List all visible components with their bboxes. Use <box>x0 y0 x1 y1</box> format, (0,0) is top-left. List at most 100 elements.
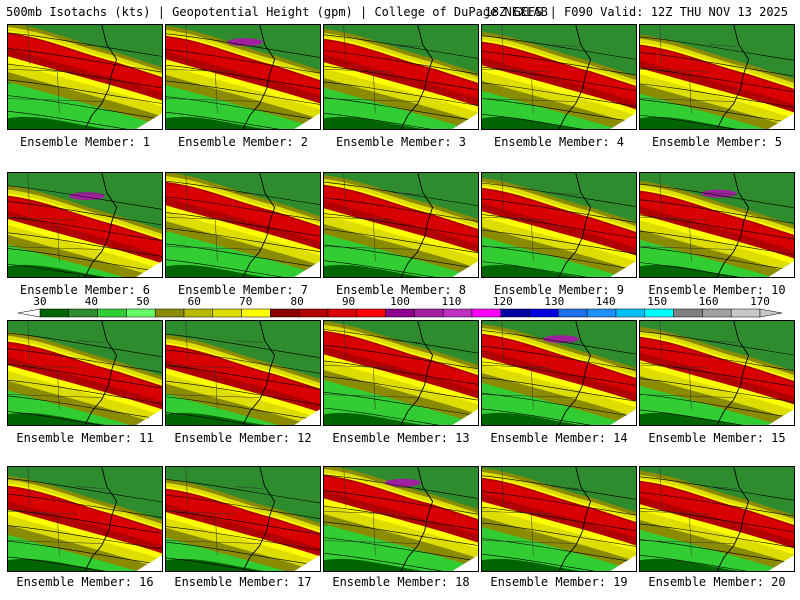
height-contour <box>482 345 636 371</box>
height-contour <box>8 509 162 534</box>
height-contour <box>482 554 596 571</box>
jet-core-inner <box>8 343 162 402</box>
state-borders <box>482 173 579 262</box>
ensemble-map-panel <box>7 320 163 426</box>
coastline <box>558 467 592 571</box>
height-contour <box>8 525 162 550</box>
colorbar-swatch <box>241 308 271 318</box>
height-contour <box>166 33 320 58</box>
height-contour <box>482 408 592 425</box>
isotach-map <box>8 467 162 571</box>
ocean-area <box>768 409 794 425</box>
ensemble-map-panel <box>481 320 637 426</box>
colorbar-swatch <box>414 308 444 318</box>
height-contour <box>324 407 440 425</box>
ensemble-map-panel <box>165 466 321 572</box>
height-contour <box>640 83 794 108</box>
coastline <box>716 467 750 571</box>
coastline <box>84 467 118 571</box>
state-borders <box>8 321 105 410</box>
colorbar-swatch <box>356 308 386 318</box>
height-contour <box>640 183 794 208</box>
isotach-map <box>166 321 320 425</box>
coastline <box>84 173 118 277</box>
height-contour <box>166 396 320 421</box>
height-contour <box>640 507 794 533</box>
jet-max-purple <box>385 478 421 487</box>
height-contour <box>324 505 478 531</box>
height-contour <box>482 35 636 60</box>
ensemble-member-label: Ensemble Member: 15 <box>648 431 786 445</box>
isotach-map <box>324 321 478 425</box>
colorbar-swatch <box>68 308 98 318</box>
ensemble-map-panel <box>639 24 795 130</box>
calm-wind-area <box>482 412 581 425</box>
height-contour <box>640 230 794 256</box>
jet-core-inner <box>8 487 162 546</box>
jet-core-inner <box>324 40 478 99</box>
height-contour <box>482 245 636 270</box>
height-contour <box>482 198 636 223</box>
isotach-map <box>324 25 478 129</box>
calm-wind-area <box>640 412 739 425</box>
calm-wind-area <box>166 264 265 277</box>
height-contour <box>166 96 320 121</box>
height-contour <box>8 332 162 357</box>
coastline <box>558 25 592 129</box>
ensemble-map-panel <box>481 24 637 130</box>
colorbar: 30 40 50 60 70 80 90 100 110 120 130 140 150 160 170 <box>0 296 800 320</box>
colorbar-swatch <box>97 308 127 318</box>
state-borders <box>8 467 105 556</box>
state-borders <box>8 173 105 262</box>
colorbar-swatch <box>442 308 473 318</box>
ensemble-map-panel <box>639 320 795 426</box>
colorbar-tick-label: 70 <box>239 295 253 308</box>
ocean-area <box>294 555 320 571</box>
height-contour <box>8 379 162 405</box>
isotach-map <box>8 173 162 277</box>
colorbar-tick-label: 100 <box>390 295 410 308</box>
ensemble-map-panel <box>165 24 321 130</box>
colorbar-swatch <box>673 308 703 318</box>
height-contour <box>166 227 320 253</box>
height-contour <box>8 95 162 120</box>
colorbar-swatch <box>529 308 559 318</box>
height-contour <box>166 510 320 535</box>
ocean-area <box>610 261 636 277</box>
colorbar-tick-label: 30 <box>33 295 47 308</box>
height-contour <box>324 113 432 129</box>
height-contour <box>640 331 794 356</box>
ensemble-map-panel <box>7 24 163 130</box>
colorbar-swatch <box>644 308 674 318</box>
state-borders <box>482 25 579 114</box>
ensemble-map-panel <box>7 172 163 278</box>
calm-wind-area <box>324 412 423 425</box>
height-contour <box>482 214 636 239</box>
colorbar-swatch <box>327 308 358 318</box>
height-contour <box>324 490 478 515</box>
height-contour <box>324 260 436 277</box>
colorbar-swatch <box>270 308 300 318</box>
height-contour <box>640 114 736 129</box>
coastline <box>716 25 750 129</box>
height-contour <box>324 474 478 499</box>
state-borders <box>166 25 263 114</box>
map-header: 500mb Isotachs (kts) | Geopotential Heig… <box>6 3 796 21</box>
jet-core-inner <box>482 479 636 538</box>
height-contour <box>640 555 748 571</box>
height-contour <box>8 364 162 389</box>
isotach-map <box>324 173 478 277</box>
colorbar-tick-label: 110 <box>441 295 462 308</box>
height-contour <box>324 81 478 106</box>
height-contour <box>482 98 636 123</box>
colorbar-tick-label: 140 <box>595 295 616 308</box>
height-contour <box>166 259 284 277</box>
colorbar-tick-label: 90 <box>341 295 356 308</box>
colorbar-tick-label: 150 <box>647 295 668 308</box>
colorbar-swatch <box>298 308 329 318</box>
jet-max-purple <box>227 38 263 47</box>
height-contour <box>166 112 280 129</box>
height-contour <box>8 540 162 566</box>
colorbar-swatches <box>17 308 783 318</box>
ensemble-map-panel <box>639 466 795 572</box>
